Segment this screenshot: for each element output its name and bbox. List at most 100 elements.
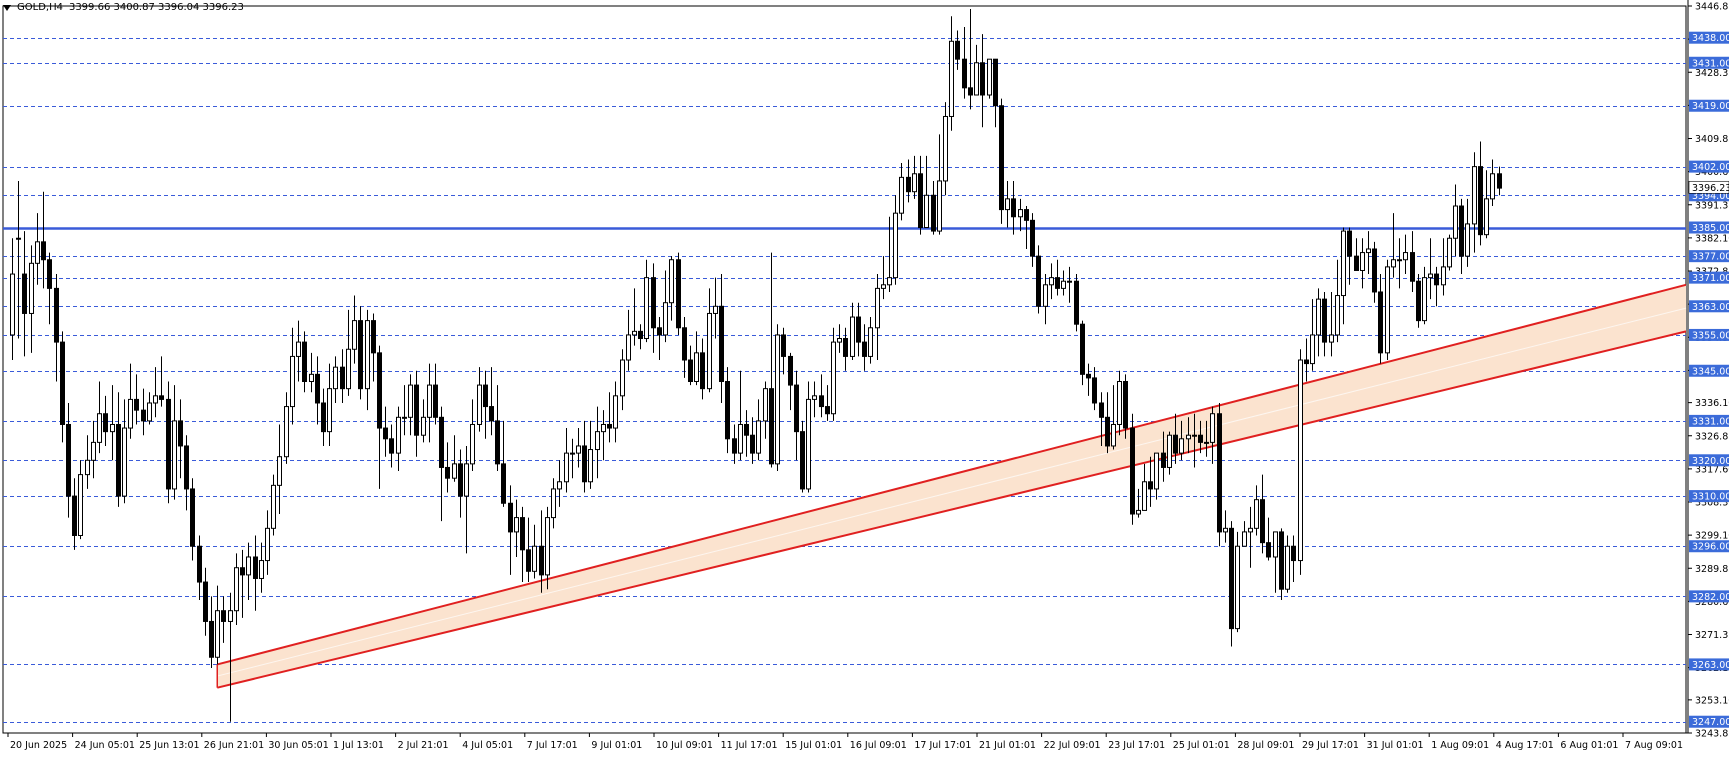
candle-body bbox=[918, 173, 923, 229]
symbol-label: GOLD,H4 bbox=[17, 2, 63, 13]
candle-body bbox=[358, 320, 363, 390]
level-tag-label: 3419.00 bbox=[1692, 101, 1729, 112]
candle-body bbox=[582, 445, 587, 483]
candle-body bbox=[103, 413, 108, 433]
candle-body bbox=[943, 115, 948, 182]
candle-body bbox=[532, 545, 537, 572]
candle-body bbox=[1198, 434, 1203, 443]
candle-body bbox=[1385, 266, 1390, 354]
candle-body bbox=[1378, 291, 1383, 354]
candle-body bbox=[41, 241, 46, 261]
trend-channel bbox=[216, 283, 1687, 689]
candle-body bbox=[1136, 509, 1141, 515]
level-tag bbox=[1689, 300, 1729, 313]
candle-body bbox=[1279, 531, 1284, 590]
candle-body bbox=[974, 62, 979, 96]
candle-body bbox=[1441, 266, 1446, 286]
level-tag-label: 3296.00 bbox=[1692, 542, 1729, 553]
candle-body bbox=[159, 395, 164, 400]
candle-body bbox=[470, 423, 475, 465]
level-lines bbox=[2, 5, 1687, 734]
candle-body bbox=[875, 287, 880, 329]
candles bbox=[10, 9, 1502, 722]
candle-body bbox=[1254, 499, 1259, 529]
candle-body bbox=[16, 237, 21, 240]
candle-body bbox=[781, 334, 786, 357]
candle-body bbox=[302, 341, 307, 382]
candle-body bbox=[881, 284, 886, 289]
candle-body bbox=[850, 316, 855, 357]
candle-body bbox=[1092, 377, 1097, 404]
time-tick-label: 22 Jul 09:01 bbox=[1044, 740, 1101, 751]
candle-body bbox=[1422, 277, 1427, 322]
candle-body bbox=[452, 463, 457, 479]
candle-body bbox=[937, 180, 942, 232]
time-tick-label: 4 Aug 17:01 bbox=[1496, 740, 1554, 751]
time-tick-label: 25 Jul 01:01 bbox=[1173, 740, 1230, 751]
level-tag-label: 3377.00 bbox=[1692, 252, 1729, 263]
candle-body bbox=[955, 40, 960, 60]
candle-body bbox=[1074, 280, 1079, 325]
chart-header: GOLD,H4 3399.66 3400.87 3396.04 3396.23 bbox=[3, 2, 244, 13]
candle-body bbox=[1161, 452, 1166, 468]
level-tag bbox=[1689, 160, 1729, 173]
candle-body bbox=[601, 423, 606, 433]
level-tag-label: 3282.00 bbox=[1692, 592, 1729, 603]
candle-body bbox=[831, 341, 836, 415]
candle-body bbox=[788, 355, 793, 386]
candle-body bbox=[333, 366, 338, 390]
time-tick-label: 15 Jul 01:01 bbox=[785, 740, 842, 751]
level-tag bbox=[1689, 414, 1729, 427]
candle-body bbox=[1061, 280, 1066, 289]
candle-body bbox=[1322, 298, 1327, 343]
candle-body bbox=[980, 62, 985, 96]
price-tick-label: 3400.60 bbox=[1695, 167, 1729, 178]
candle-body bbox=[1179, 438, 1184, 454]
candle-body bbox=[887, 277, 892, 286]
candle-body bbox=[713, 305, 718, 314]
candle-body bbox=[203, 581, 208, 622]
candle-body bbox=[197, 545, 202, 583]
candle-body bbox=[414, 384, 419, 436]
candle-body bbox=[638, 330, 643, 340]
candle-body bbox=[551, 488, 556, 519]
time-tick-label: 17 Jul 17:01 bbox=[914, 740, 971, 751]
dropdown-triangle-icon[interactable] bbox=[3, 5, 11, 11]
candle-body bbox=[477, 384, 482, 425]
level-tag bbox=[1689, 99, 1729, 112]
candle-body bbox=[1260, 499, 1265, 544]
candle-body bbox=[899, 176, 904, 214]
level-tag bbox=[1689, 328, 1729, 341]
price-tick-label: 3317.60 bbox=[1695, 464, 1729, 475]
price-tick-label: 3271.35 bbox=[1695, 630, 1729, 641]
level-tag-label: 3402.00 bbox=[1692, 162, 1729, 173]
candle-body bbox=[54, 287, 59, 343]
level-tag bbox=[1689, 454, 1729, 467]
candle-body bbox=[924, 194, 929, 229]
candle-body bbox=[812, 395, 817, 400]
candle-body bbox=[253, 556, 258, 579]
candle-body bbox=[682, 327, 687, 361]
level-tag-label: 3363.00 bbox=[1692, 302, 1729, 313]
candle-body bbox=[228, 610, 233, 622]
candle-body bbox=[688, 359, 693, 382]
candle-body bbox=[271, 484, 276, 529]
candle-body bbox=[1459, 205, 1464, 257]
candle-body bbox=[1024, 209, 1029, 221]
price-tick-label: 3382.10 bbox=[1695, 233, 1729, 244]
candle-body bbox=[1304, 359, 1309, 365]
candle-body bbox=[408, 384, 413, 418]
candle-body bbox=[1465, 223, 1470, 257]
candle-body bbox=[837, 338, 842, 343]
candle-body bbox=[514, 517, 519, 533]
candle-body bbox=[962, 58, 967, 89]
candle-body bbox=[1472, 166, 1477, 225]
candle-body bbox=[1490, 173, 1495, 200]
candle-body bbox=[1173, 434, 1178, 454]
candle-body bbox=[190, 488, 195, 547]
candle-body bbox=[1005, 198, 1010, 211]
price-tick-label: 3336.10 bbox=[1695, 398, 1729, 409]
level-tag bbox=[1689, 540, 1729, 553]
candle-body bbox=[383, 427, 388, 440]
